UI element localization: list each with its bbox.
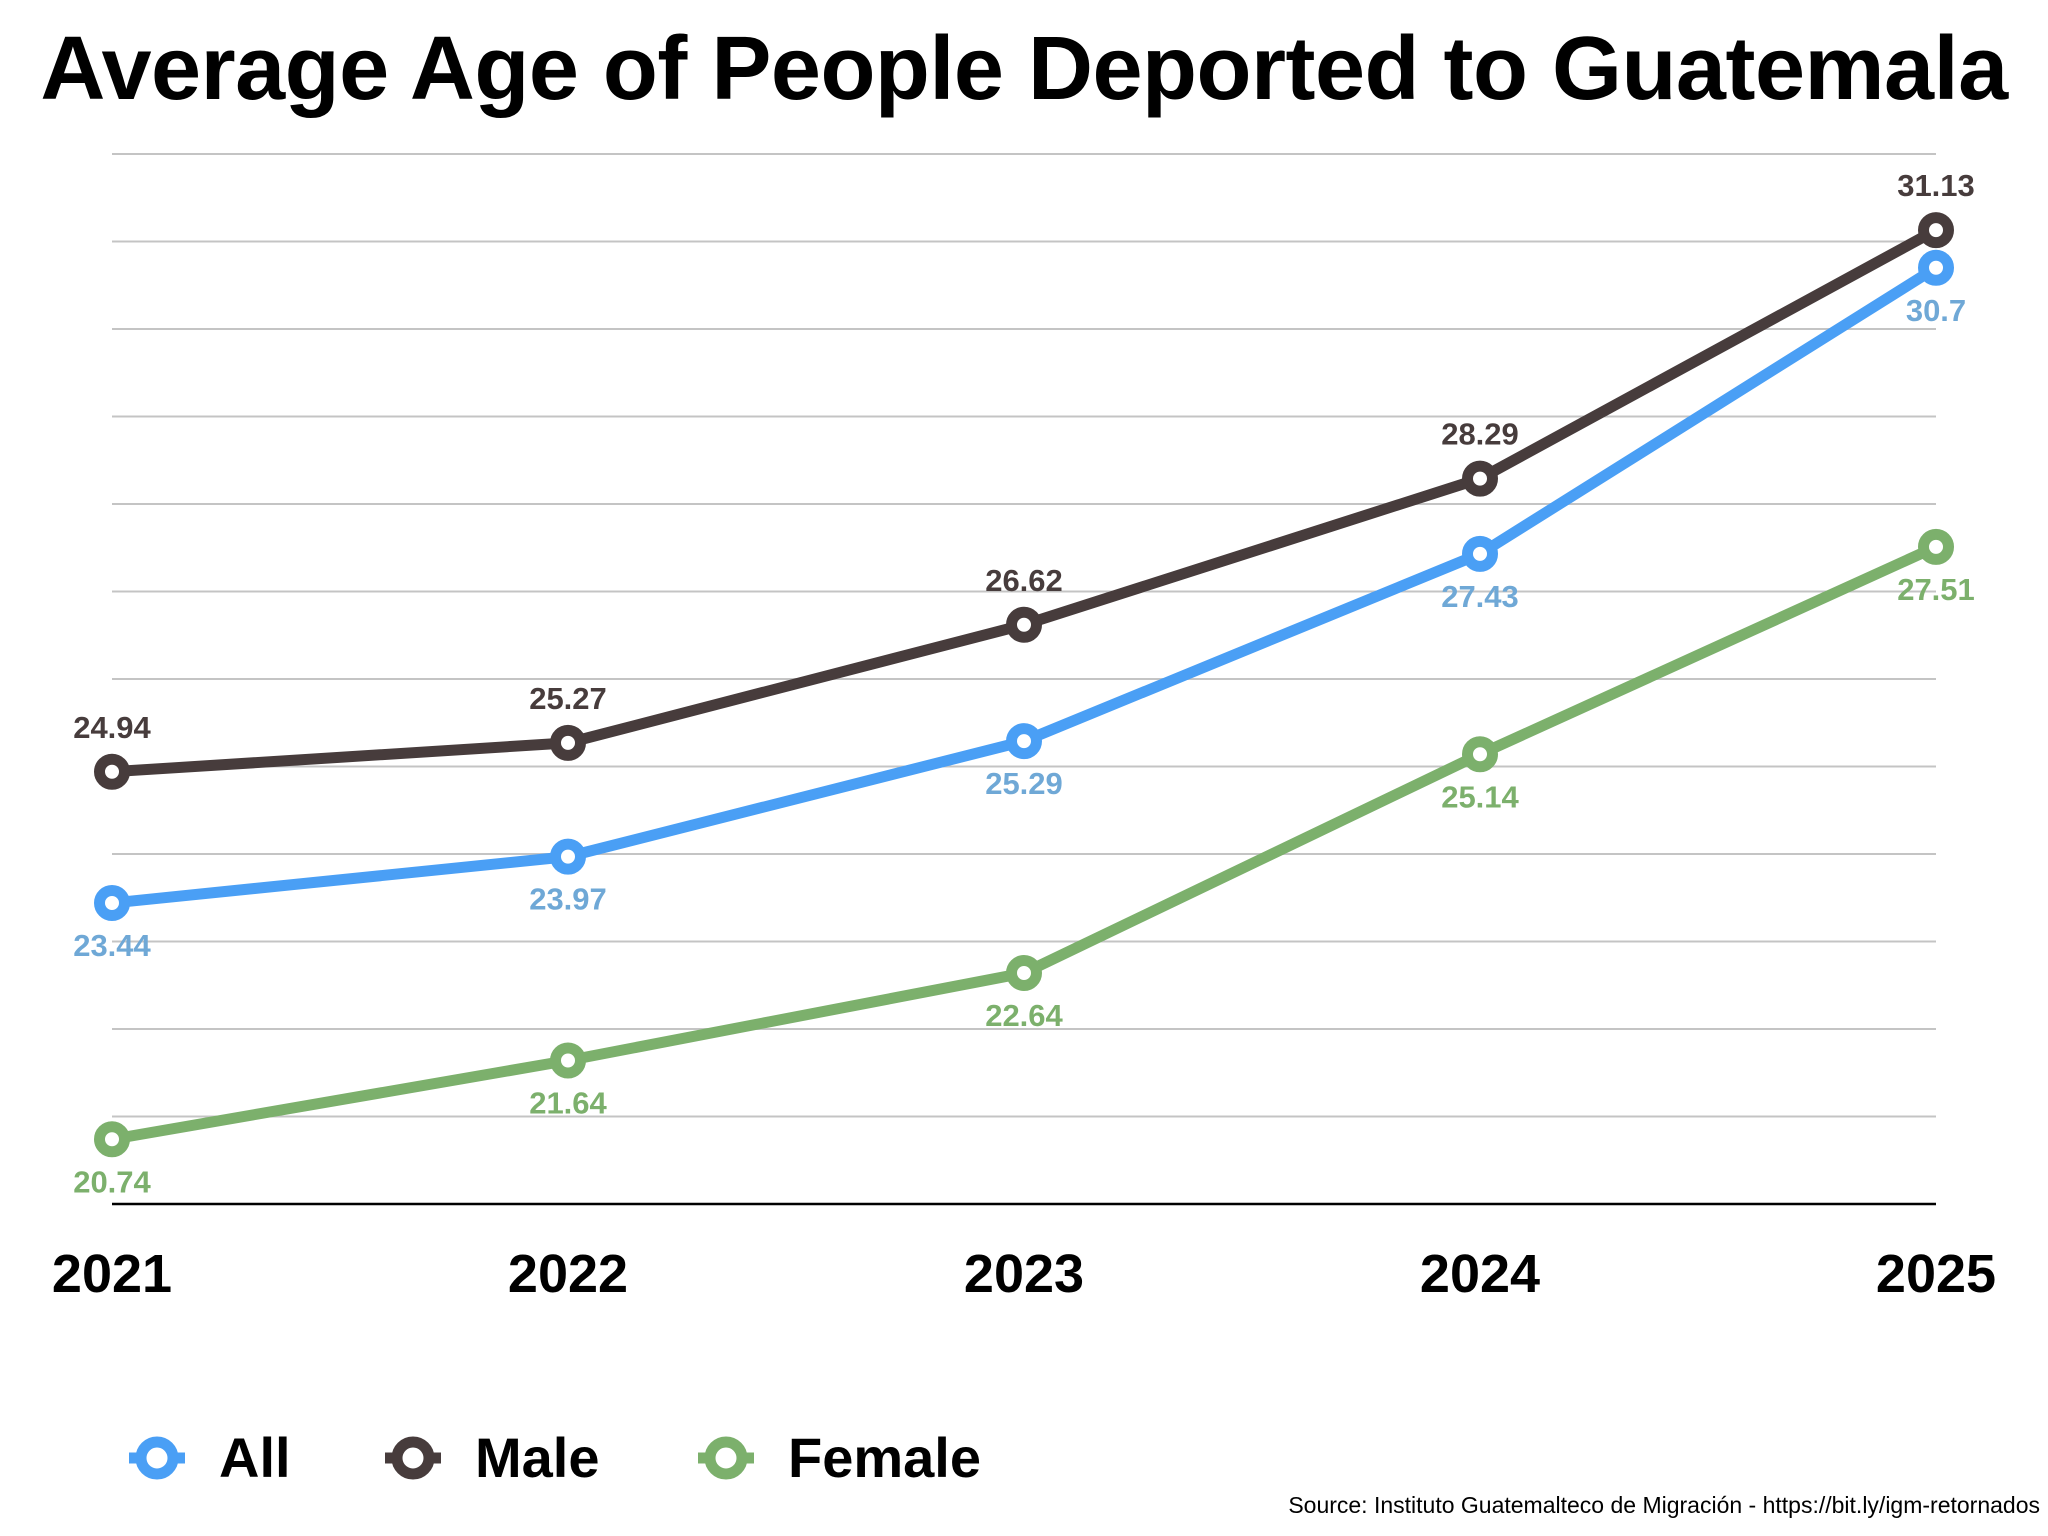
- ring-marker-icon: [696, 1428, 756, 1488]
- ring-marker-icon: [127, 1428, 187, 1488]
- data-point[interactable]: [94, 1121, 130, 1158]
- data-point[interactable]: [1462, 736, 1498, 773]
- data-point[interactable]: [94, 753, 130, 790]
- series-male: [94, 212, 1954, 790]
- line-chart: 2021 2022 2023 2024 2025 23.44 23.97 25.29 27.4…: [52, 153, 1996, 1304]
- data-label-female: 22.64: [985, 998, 1063, 1033]
- data-label-female: 27.51: [1897, 572, 1975, 607]
- legend-label: All: [219, 1426, 291, 1489]
- data-point[interactable]: [1462, 460, 1498, 497]
- x-tick-label: 2024: [1420, 1244, 1540, 1304]
- source-note: Source: Instituto Guatemalteco de Migrac…: [1288, 1492, 2040, 1518]
- data-label-male: 24.94: [73, 710, 151, 745]
- legend-item-all[interactable]: All: [127, 1420, 291, 1496]
- data-point[interactable]: [94, 885, 130, 921]
- data-label-male: 28.29: [1441, 417, 1519, 452]
- legend-label: Female: [788, 1426, 981, 1489]
- chart-title: Average Age of People Deported to Guatem…: [40, 19, 2008, 119]
- legend-item-male[interactable]: Male: [383, 1420, 600, 1496]
- data-label-female: 21.64: [529, 1086, 607, 1121]
- x-axis: 2021 2022 2023 2024 2025: [52, 1202, 1996, 1304]
- gridlines: [112, 153, 1936, 1118]
- data-label-male: 25.27: [529, 681, 607, 716]
- x-tick-label: 2021: [52, 1244, 172, 1304]
- data-label-all: 30.7: [1906, 293, 1966, 328]
- data-label-all: 23.97: [529, 882, 607, 917]
- data-point[interactable]: [1006, 723, 1042, 760]
- data-label-all: 23.44: [73, 928, 151, 963]
- series-all: [94, 249, 1954, 921]
- data-label-female: 20.74: [73, 1164, 151, 1199]
- data-point[interactable]: [1918, 249, 1954, 286]
- data-point[interactable]: [550, 724, 586, 761]
- data-point[interactable]: [1006, 606, 1042, 643]
- series-line-male: [106, 224, 1942, 778]
- data-label-all: 27.43: [1441, 579, 1519, 614]
- data-label-female: 25.14: [1441, 779, 1519, 814]
- data-point[interactable]: [1918, 212, 1954, 249]
- legend: All Male Female: [0, 1420, 1100, 1496]
- data-label-male: 26.62: [985, 563, 1063, 598]
- data-point[interactable]: [1006, 955, 1042, 991]
- data-label-all: 25.29: [985, 766, 1063, 801]
- series-lines: [94, 212, 1954, 1158]
- data-point[interactable]: [1462, 535, 1498, 572]
- legend-item-female[interactable]: Female: [696, 1420, 981, 1496]
- series-female: [94, 528, 1954, 1158]
- data-point[interactable]: [550, 1042, 586, 1079]
- ring-marker-icon: [383, 1428, 443, 1488]
- x-tick-label: 2023: [964, 1244, 1084, 1304]
- data-point[interactable]: [550, 838, 586, 875]
- data-point[interactable]: [1918, 528, 1954, 565]
- x-tick-label: 2025: [1876, 1244, 1996, 1304]
- x-tick-label: 2022: [508, 1244, 628, 1304]
- legend-label: Male: [475, 1426, 600, 1489]
- data-labels: 23.44 23.97 25.29 27.43 30.7 24.94 25.27 26.62 2…: [73, 168, 1975, 1199]
- data-label-male: 31.13: [1897, 168, 1975, 203]
